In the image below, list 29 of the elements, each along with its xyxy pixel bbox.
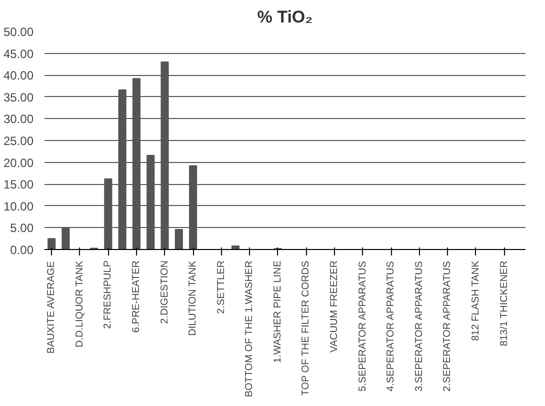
x-tick-label: DILUTION TANK (188, 260, 199, 336)
x-tick-label: BAUXITE AVERAGE (46, 260, 58, 354)
y-tick-label: 5.00 (10, 221, 34, 236)
y-tick-label: 15.00 (3, 178, 34, 192)
x-tick-label: 1.WASHER PIPE LINE (272, 260, 284, 363)
x-tick-label: 2.DIGESTION (159, 260, 170, 324)
y-tick-label: 25.00 (3, 134, 34, 148)
y-tick-label: 0.00 (10, 243, 34, 257)
y-tick-label: 20.00 (3, 156, 34, 170)
y-tick-label: 35.00 (3, 90, 34, 104)
x-tick-label: D.D.LIQUOR TANK (74, 260, 86, 348)
y-tick-label: 10.00 (3, 199, 34, 214)
x-tick-label: 4.SEPERATOR APPARATUS (386, 260, 397, 392)
y-tick-label: 45.00 (3, 46, 34, 61)
x-tick-label: VACUUM FREEZER (329, 260, 340, 353)
y-tick-label: 30.00 (3, 112, 34, 126)
x-tick-label: 5.SEPERATOR APPARATUS (357, 260, 368, 392)
x-tick-label: 2.SEPERATOR APPARATUS (442, 260, 454, 392)
y-tick-label: 40.00 (3, 68, 34, 83)
x-tick-label: 6.PRE-HEATER (130, 260, 142, 333)
x-tick-label: 812 FLASH TANK (470, 260, 482, 341)
x-tick-label: 2.FRESHPULP (102, 260, 114, 329)
x-tick-label: 2.SETTLER (216, 260, 227, 314)
chart-title: % TiO₂ (257, 8, 313, 26)
x-tick-label: BOTTOM OF THE 1.WASHER (244, 260, 256, 398)
x-tick-label: TOP OF THE FILTER CORDS (300, 260, 312, 396)
x-tick-label: 3.SEPERATOR APPARATUS (414, 260, 425, 392)
y-tick-label: 50.00 (3, 25, 34, 39)
x-tick-label: 813/1 THICKENER (498, 260, 510, 346)
